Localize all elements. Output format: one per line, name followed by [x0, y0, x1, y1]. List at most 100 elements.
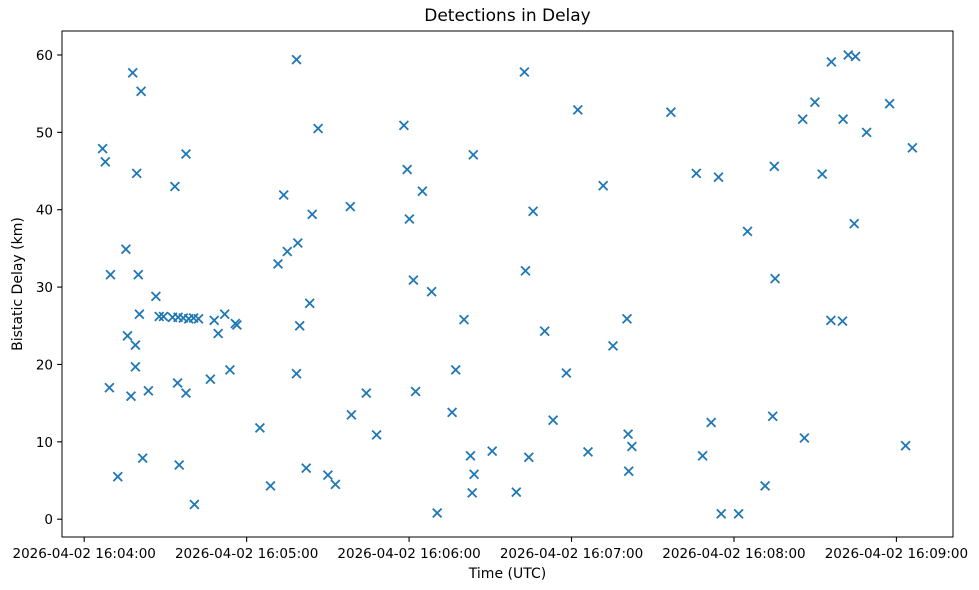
scatter-point [861, 127, 872, 138]
scatter-point [120, 244, 131, 255]
scatter-point [301, 463, 312, 474]
scatter-point [174, 459, 185, 471]
scatter-point [465, 450, 476, 461]
scatter-point [907, 142, 918, 153]
scatter-point [623, 429, 634, 440]
x-axis-label: Time (UTC) [468, 566, 546, 582]
scatter-point [346, 409, 357, 420]
scatter-point [809, 97, 820, 108]
y-tick-label: 0 [44, 512, 53, 528]
plot-area [61, 30, 954, 538]
scatter-point [172, 377, 183, 389]
scatter-point [539, 326, 550, 337]
scatter-point [528, 206, 539, 217]
scatter-point [313, 123, 324, 134]
scatter-point [345, 201, 356, 212]
scatter-point [219, 309, 230, 320]
scatter-point [548, 415, 559, 426]
scatter-point [742, 226, 753, 237]
y-tick-label: 40 [36, 203, 53, 219]
scatter-point [716, 508, 727, 519]
scatter-point [520, 265, 531, 276]
scatter-point [265, 480, 276, 491]
scatter-point [426, 286, 437, 297]
scatter-point [838, 114, 849, 125]
scatter-point [291, 368, 302, 379]
scatter-point [272, 258, 284, 269]
scatter-point [767, 411, 778, 422]
scatter-point [133, 269, 144, 280]
scatter-point [209, 315, 220, 326]
scatter-point [136, 86, 147, 97]
scatter-point [817, 169, 828, 180]
scatter-point [143, 385, 154, 396]
scatter-point [572, 104, 583, 115]
y-tick-label: 10 [36, 435, 53, 451]
scatter-point [189, 499, 200, 510]
chart-title: Detections in Delay [424, 6, 591, 26]
scatter-point [104, 382, 115, 393]
scatter-point [713, 172, 724, 183]
scatter-point [180, 388, 192, 399]
x-tick-label: 2026-04-02 16:09:00 [825, 546, 968, 562]
scatter-point [158, 311, 169, 322]
scatter-point [797, 114, 808, 125]
scatter-point [307, 209, 318, 220]
scatter-point [849, 218, 860, 229]
scatter-point [523, 452, 534, 463]
scatter-point [621, 313, 633, 324]
scatter-point [665, 107, 676, 118]
x-tick-label: 2026-04-02 16:04:00 [13, 546, 156, 562]
scatter-point [254, 422, 265, 433]
scatter-point [130, 340, 141, 351]
scatter-point [561, 367, 572, 379]
scatter-point [294, 320, 305, 331]
scatter-point [130, 361, 141, 372]
scatter-point [97, 143, 108, 154]
scatter-point [769, 161, 780, 172]
scatter-point [607, 340, 619, 351]
scatter-point [404, 213, 415, 225]
scatter-point [837, 316, 848, 327]
scatter-point [231, 319, 242, 331]
scatter-point [125, 391, 137, 402]
scatter-point [134, 309, 145, 320]
scatter-point [304, 298, 315, 309]
scatter-point [417, 186, 428, 197]
scatter-point [706, 417, 717, 428]
scatter-point [623, 466, 634, 477]
scatter-point [180, 148, 192, 160]
scatter-point [371, 429, 382, 440]
scatter-point [278, 189, 289, 201]
scatter-point [825, 315, 836, 326]
y-tick-label: 30 [36, 280, 53, 296]
scatter-point [330, 479, 341, 490]
scatter-point [432, 507, 443, 519]
scatter-point [398, 120, 409, 131]
scatter-point [770, 273, 781, 284]
scatter-point [511, 487, 522, 498]
y-axis-ticks: 0 10 20 30 40 50 60 [36, 48, 62, 528]
scatter-point [733, 508, 744, 519]
scatter-point [291, 54, 302, 65]
x-tick-label: 2026-04-02 16:08:00 [662, 546, 805, 562]
scatter-point [487, 446, 498, 457]
scatter-point [691, 168, 702, 179]
scatter-point [213, 328, 224, 339]
scatter-point [826, 56, 837, 67]
scatter-point [884, 98, 895, 109]
scatter-point [193, 313, 204, 324]
scatter-point [322, 470, 333, 481]
scatter-point [447, 407, 458, 418]
scatter-point [850, 51, 861, 62]
scatter-point [468, 149, 479, 160]
scatter-point [626, 441, 637, 452]
scatter-point [127, 67, 138, 78]
scatter-point [224, 364, 235, 375]
scatter-point [900, 440, 911, 451]
x-tick-label: 2026-04-02 16:05:00 [175, 546, 318, 562]
scatter-point [292, 237, 303, 249]
